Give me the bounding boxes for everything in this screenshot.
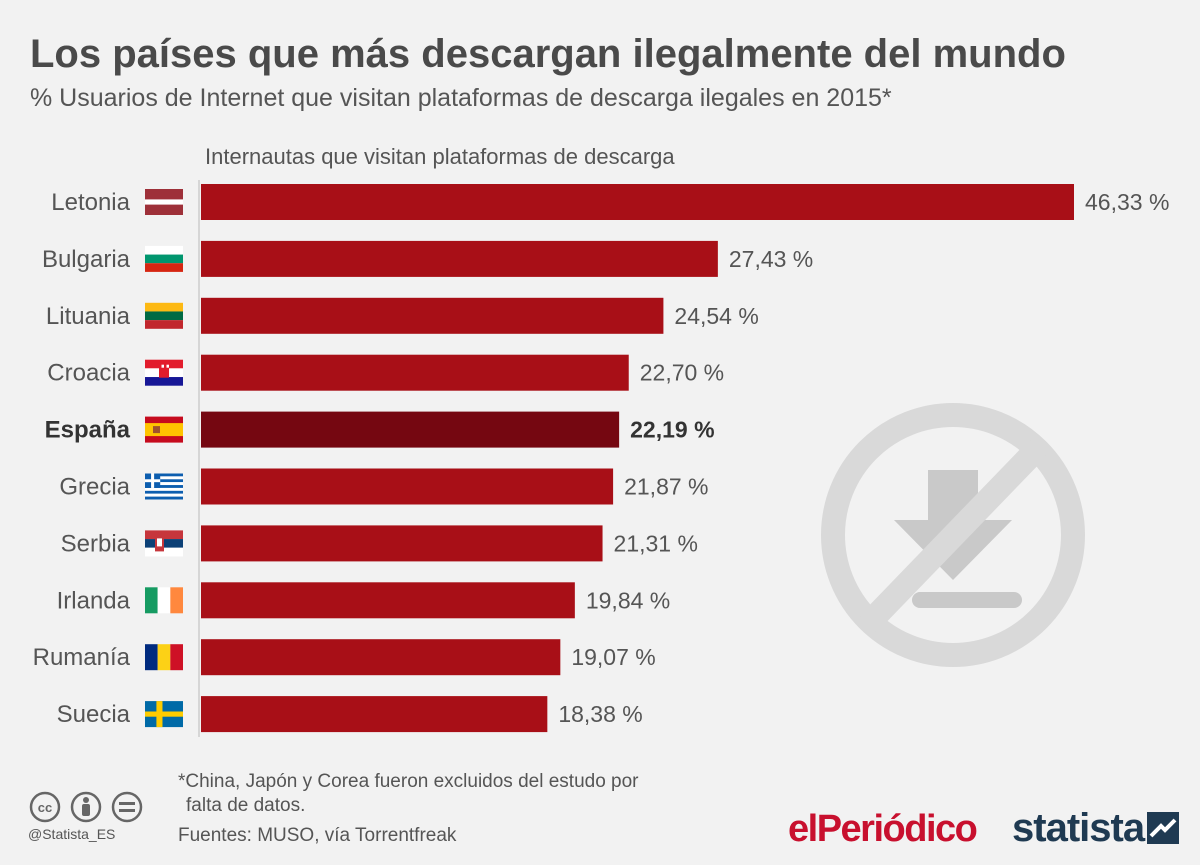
bar-row: Suecia 18,38 %	[57, 696, 643, 733]
bar	[201, 411, 620, 448]
value-label: 19,84 %	[586, 587, 670, 613]
bar	[201, 297, 664, 334]
el-periodico-logo-a: el	[788, 808, 818, 850]
bar-row: Lituania 24,54 %	[46, 297, 759, 334]
chart-title: Los países que más descargan ilegalmente…	[30, 32, 1066, 76]
croatia-flag-icon	[145, 359, 183, 386]
category-label: España	[45, 417, 131, 444]
statista-logo: statista	[1012, 806, 1145, 850]
el-periodico-logo-b: Periódico	[816, 808, 978, 850]
ireland-flag-icon	[145, 587, 183, 614]
serbia-flag-icon	[145, 530, 183, 557]
value-label: 19,07 %	[571, 644, 655, 670]
bar	[201, 240, 718, 277]
bar-row: Serbia 21,31 %	[61, 525, 698, 562]
bar	[201, 184, 1074, 220]
value-label: 18,38 %	[558, 701, 642, 727]
romania-flag-icon	[145, 644, 183, 671]
bar-row: Irlanda 19,84 %	[57, 582, 670, 619]
bar	[201, 582, 575, 619]
footnote: *China, Japón y Corea fueron excluidos d…	[178, 770, 738, 818]
creative-commons-icon: cc	[29, 791, 143, 823]
bar	[201, 696, 548, 733]
category-label: Bulgaria	[42, 246, 131, 273]
no-download-icon	[821, 403, 1085, 667]
bar-row: Rumanía 19,07 %	[33, 639, 656, 676]
greece-flag-icon	[145, 473, 183, 500]
value-label: 24,54 %	[674, 303, 758, 329]
latvia-flag-icon	[145, 189, 183, 215]
footnote-line-1: *China, Japón y Corea fueron excluidos d…	[178, 771, 639, 792]
category-label: Lituania	[46, 303, 131, 330]
bar-row: Letonia 46,33 %	[51, 184, 1169, 220]
value-label: 21,31 %	[614, 530, 698, 556]
svg-text:cc: cc	[38, 800, 52, 815]
el-periodico-logo: elPeriódico	[788, 808, 978, 851]
spain-flag-icon	[145, 416, 183, 443]
bar-row: Grecia 21,87 %	[59, 468, 709, 505]
lithuania-flag-icon	[145, 302, 183, 329]
series-label: Internautas que visitan plataformas de d…	[205, 144, 675, 169]
bar	[201, 468, 614, 505]
value-label: 46,33 %	[1085, 189, 1169, 215]
bar-row: Croacia 22,70 %	[47, 354, 724, 391]
value-label: 22,70 %	[640, 360, 724, 386]
bar-row: Bulgaria 27,43 %	[42, 240, 813, 277]
statista-logo-icon	[1147, 812, 1179, 844]
category-label: Croacia	[47, 360, 130, 387]
chart-subtitle: % Usuarios de Internet que visitan plata…	[30, 84, 892, 112]
bulgaria-flag-icon	[145, 245, 183, 272]
value-label: 21,87 %	[624, 474, 708, 500]
sweden-flag-icon	[145, 701, 183, 728]
statista-handle: @Statista_ES	[28, 826, 116, 842]
value-label: 27,43 %	[729, 246, 813, 272]
bar	[201, 639, 561, 676]
bar-row: España 22,19 %	[45, 411, 715, 448]
bar	[201, 354, 629, 391]
category-label: Suecia	[57, 701, 131, 728]
bar	[201, 525, 603, 562]
category-label: Grecia	[59, 474, 130, 501]
value-label: 22,19 %	[630, 417, 714, 443]
category-label: Rumanía	[33, 644, 131, 671]
source-text: Fuentes: MUSO, vía Torrentfreak	[178, 825, 457, 846]
category-label: Serbia	[61, 530, 131, 557]
footnote-line-2: falta de datos.	[186, 795, 306, 816]
category-label: Letonia	[51, 189, 130, 216]
category-label: Irlanda	[57, 587, 131, 614]
